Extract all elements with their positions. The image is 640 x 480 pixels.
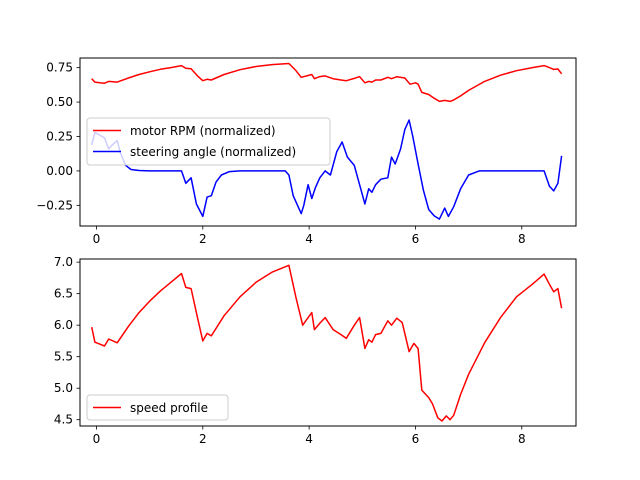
bottom-plot-lines (90, 264, 563, 422)
top-y-tick-label: 0.75 (46, 61, 73, 75)
top-x-tick-label: 0 (93, 232, 101, 246)
top-y-tick-label: 0.50 (46, 95, 73, 109)
top-legend-label-0: motor RPM (normalized) (130, 124, 276, 138)
bottom-series-line-0 (90, 264, 563, 422)
top-plot-frame (79, 57, 577, 227)
top-legend-label-1: steering angle (normalized) (130, 145, 296, 159)
top-series-line-0 (91, 62, 563, 103)
bottom-legend-label-0: speed profile (130, 401, 208, 415)
bottom-y-tick-label: 6.0 (54, 318, 73, 332)
bottom-legend: speed profile (86, 394, 229, 421)
bottom-legend-box (86, 394, 229, 421)
bottom-subplot: 0 2 4 6 8 7.0 6.5 6.0 5.5 5.0 4.5 speed profile (54, 255, 577, 446)
bottom-x-tick-label: 4 (305, 432, 313, 446)
top-plot-lines (90, 62, 563, 220)
top-x-tick-label: 6 (412, 232, 420, 246)
top-y-tick-label: 0.00 (46, 164, 73, 178)
bottom-y-tick-label: 5.5 (54, 350, 73, 364)
bottom-y-tick-label: 4.5 (54, 413, 73, 427)
top-x-tick-label: 8 (518, 232, 526, 246)
top-axis-ticks: 0 2 4 6 8 0.75 0.50 0.25 0.00 −0.25 (36, 61, 525, 246)
bottom-plot-frame (79, 258, 577, 427)
top-legend-box (86, 117, 331, 166)
bottom-axis-ticks: 0 2 4 6 8 7.0 6.5 6.0 5.5 5.0 4.5 (54, 255, 526, 446)
bottom-y-tick-label: 5.0 (54, 381, 73, 395)
top-y-tick-label: 0.25 (46, 129, 73, 143)
bottom-x-tick-label: 2 (199, 432, 207, 446)
bottom-x-tick-label: 0 (93, 432, 101, 446)
top-x-tick-label: 4 (305, 232, 313, 246)
bottom-y-tick-label: 7.0 (54, 255, 73, 269)
bottom-x-tick-label: 6 (412, 432, 420, 446)
bottom-x-tick-label: 8 (518, 432, 526, 446)
bottom-y-tick-label: 6.5 (54, 287, 73, 301)
top-series-line-1 (90, 119, 563, 220)
top-legend: motor RPM (normalized) steering angle (no… (86, 117, 331, 166)
top-x-tick-label: 2 (199, 232, 207, 246)
top-subplot: 0 2 4 6 8 0.75 0.50 0.25 0.00 −0.25 motor RPM (no… (36, 57, 577, 246)
top-y-tick-label: −0.25 (36, 198, 73, 212)
